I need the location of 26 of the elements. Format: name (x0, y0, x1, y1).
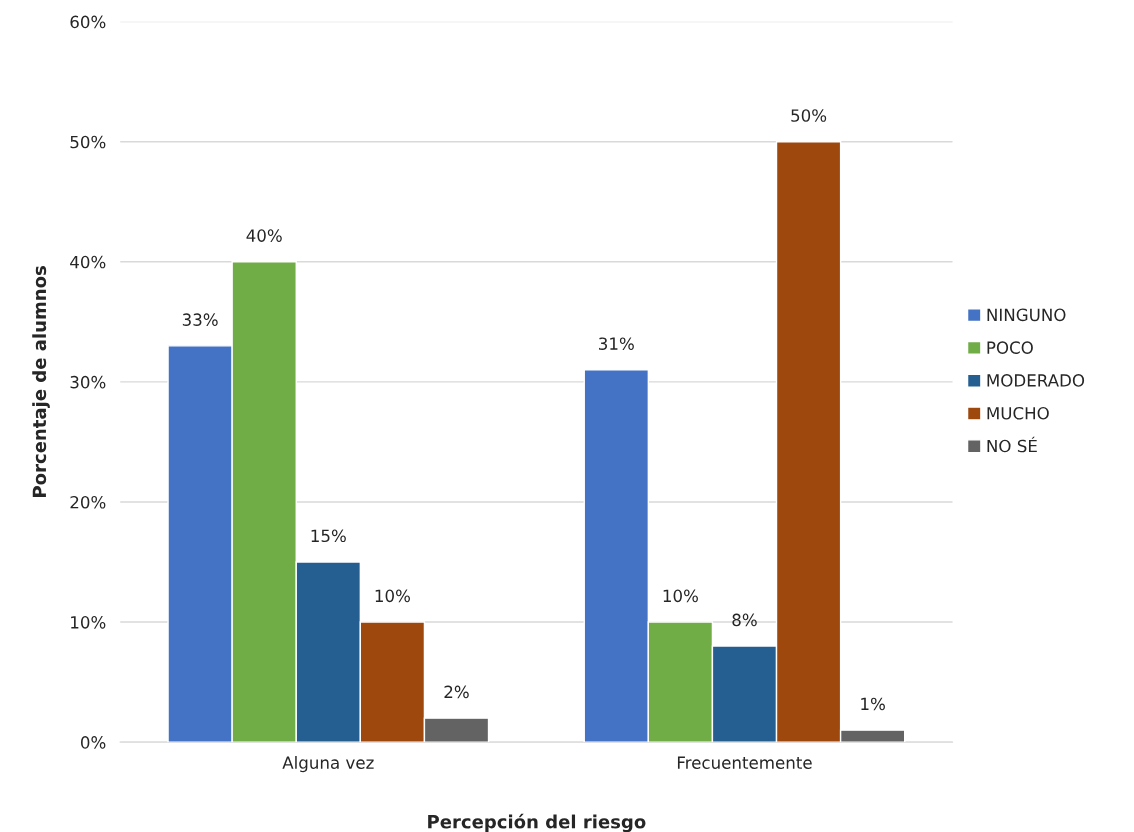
data-label: 15% (311, 529, 346, 543)
y-tick-label: 30% (70, 375, 106, 389)
legend-label: POCO (987, 341, 1033, 354)
data-label: 10% (663, 589, 698, 603)
legend-label: MUCHO (987, 406, 1049, 420)
y-tick-label: 40% (70, 255, 106, 269)
data-label: 8% (732, 613, 757, 627)
data-label: 10% (375, 589, 410, 603)
y-axis-title: Porcentaje de alumnos (32, 266, 50, 497)
y-tick-label: 10% (71, 616, 106, 629)
data-label: 1% (861, 697, 885, 711)
legend-label: NINGUNO (987, 308, 1066, 322)
y-tick-label: 20% (70, 495, 106, 509)
y-tick-label: 60% (70, 15, 106, 29)
data-label: 33% (182, 313, 218, 326)
data-label: 2% (444, 685, 469, 699)
y-tick-label: 50% (70, 135, 106, 149)
x-axis-title: Percepción del riesgo (428, 813, 646, 832)
y-tick-label: 0% (80, 736, 106, 749)
data-label: 31% (599, 337, 634, 350)
data-label: 40% (246, 229, 282, 242)
x-tick-label: Alguna vez (282, 756, 374, 773)
data-label: 50% (791, 109, 827, 122)
legend-label: NO SÉ (987, 436, 1037, 453)
legend-label: MODERADO (987, 374, 1085, 387)
x-tick-label: Frecuentemente (677, 756, 812, 769)
